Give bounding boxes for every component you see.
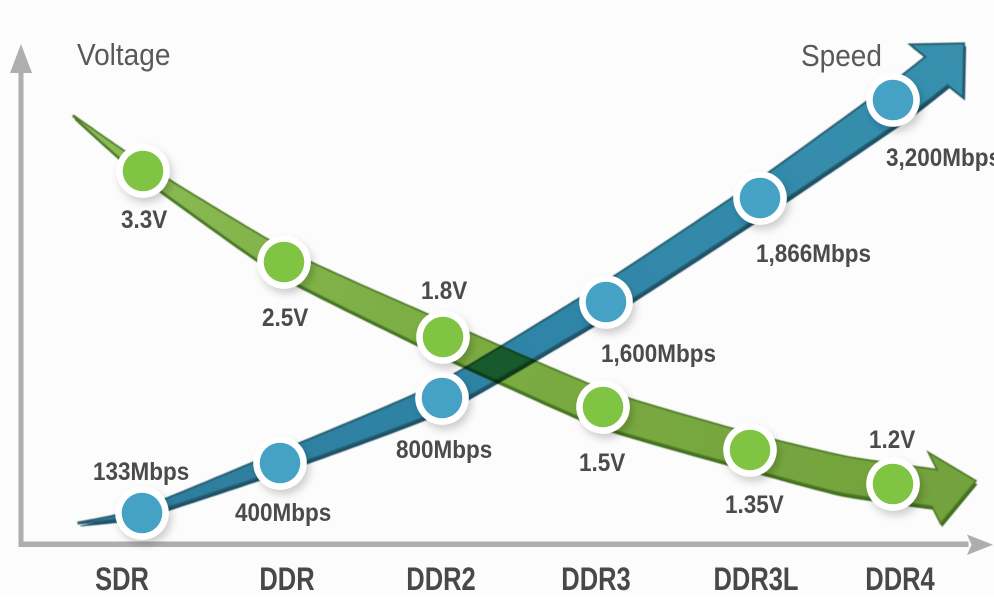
svg-text:DDR: DDR <box>259 562 314 595</box>
svg-text:DDR4: DDR4 <box>865 562 934 595</box>
svg-text:3.3V: 3.3V <box>121 206 167 234</box>
svg-text:400Mbps: 400Mbps <box>235 499 331 527</box>
svg-text:1,600Mbps: 1,600Mbps <box>601 340 716 368</box>
svg-text:1.5V: 1.5V <box>579 449 625 477</box>
svg-text:1,866Mbps: 1,866Mbps <box>756 240 871 268</box>
svg-text:2.5V: 2.5V <box>262 304 308 332</box>
svg-text:Speed: Speed <box>801 39 882 74</box>
svg-text:SDR: SDR <box>95 562 149 595</box>
svg-text:800Mbps: 800Mbps <box>396 436 492 464</box>
svg-text:133Mbps: 133Mbps <box>93 458 189 486</box>
svg-text:1.35V: 1.35V <box>725 491 784 519</box>
svg-text:DDR2: DDR2 <box>406 562 475 595</box>
svg-text:3,200Mbps: 3,200Mbps <box>886 144 994 172</box>
svg-text:DDR3: DDR3 <box>561 562 630 595</box>
svg-text:DDR3L: DDR3L <box>714 562 799 595</box>
svg-text:Voltage: Voltage <box>77 38 170 73</box>
svg-text:1.2V: 1.2V <box>869 426 915 454</box>
svg-text:1.8V: 1.8V <box>421 277 467 305</box>
